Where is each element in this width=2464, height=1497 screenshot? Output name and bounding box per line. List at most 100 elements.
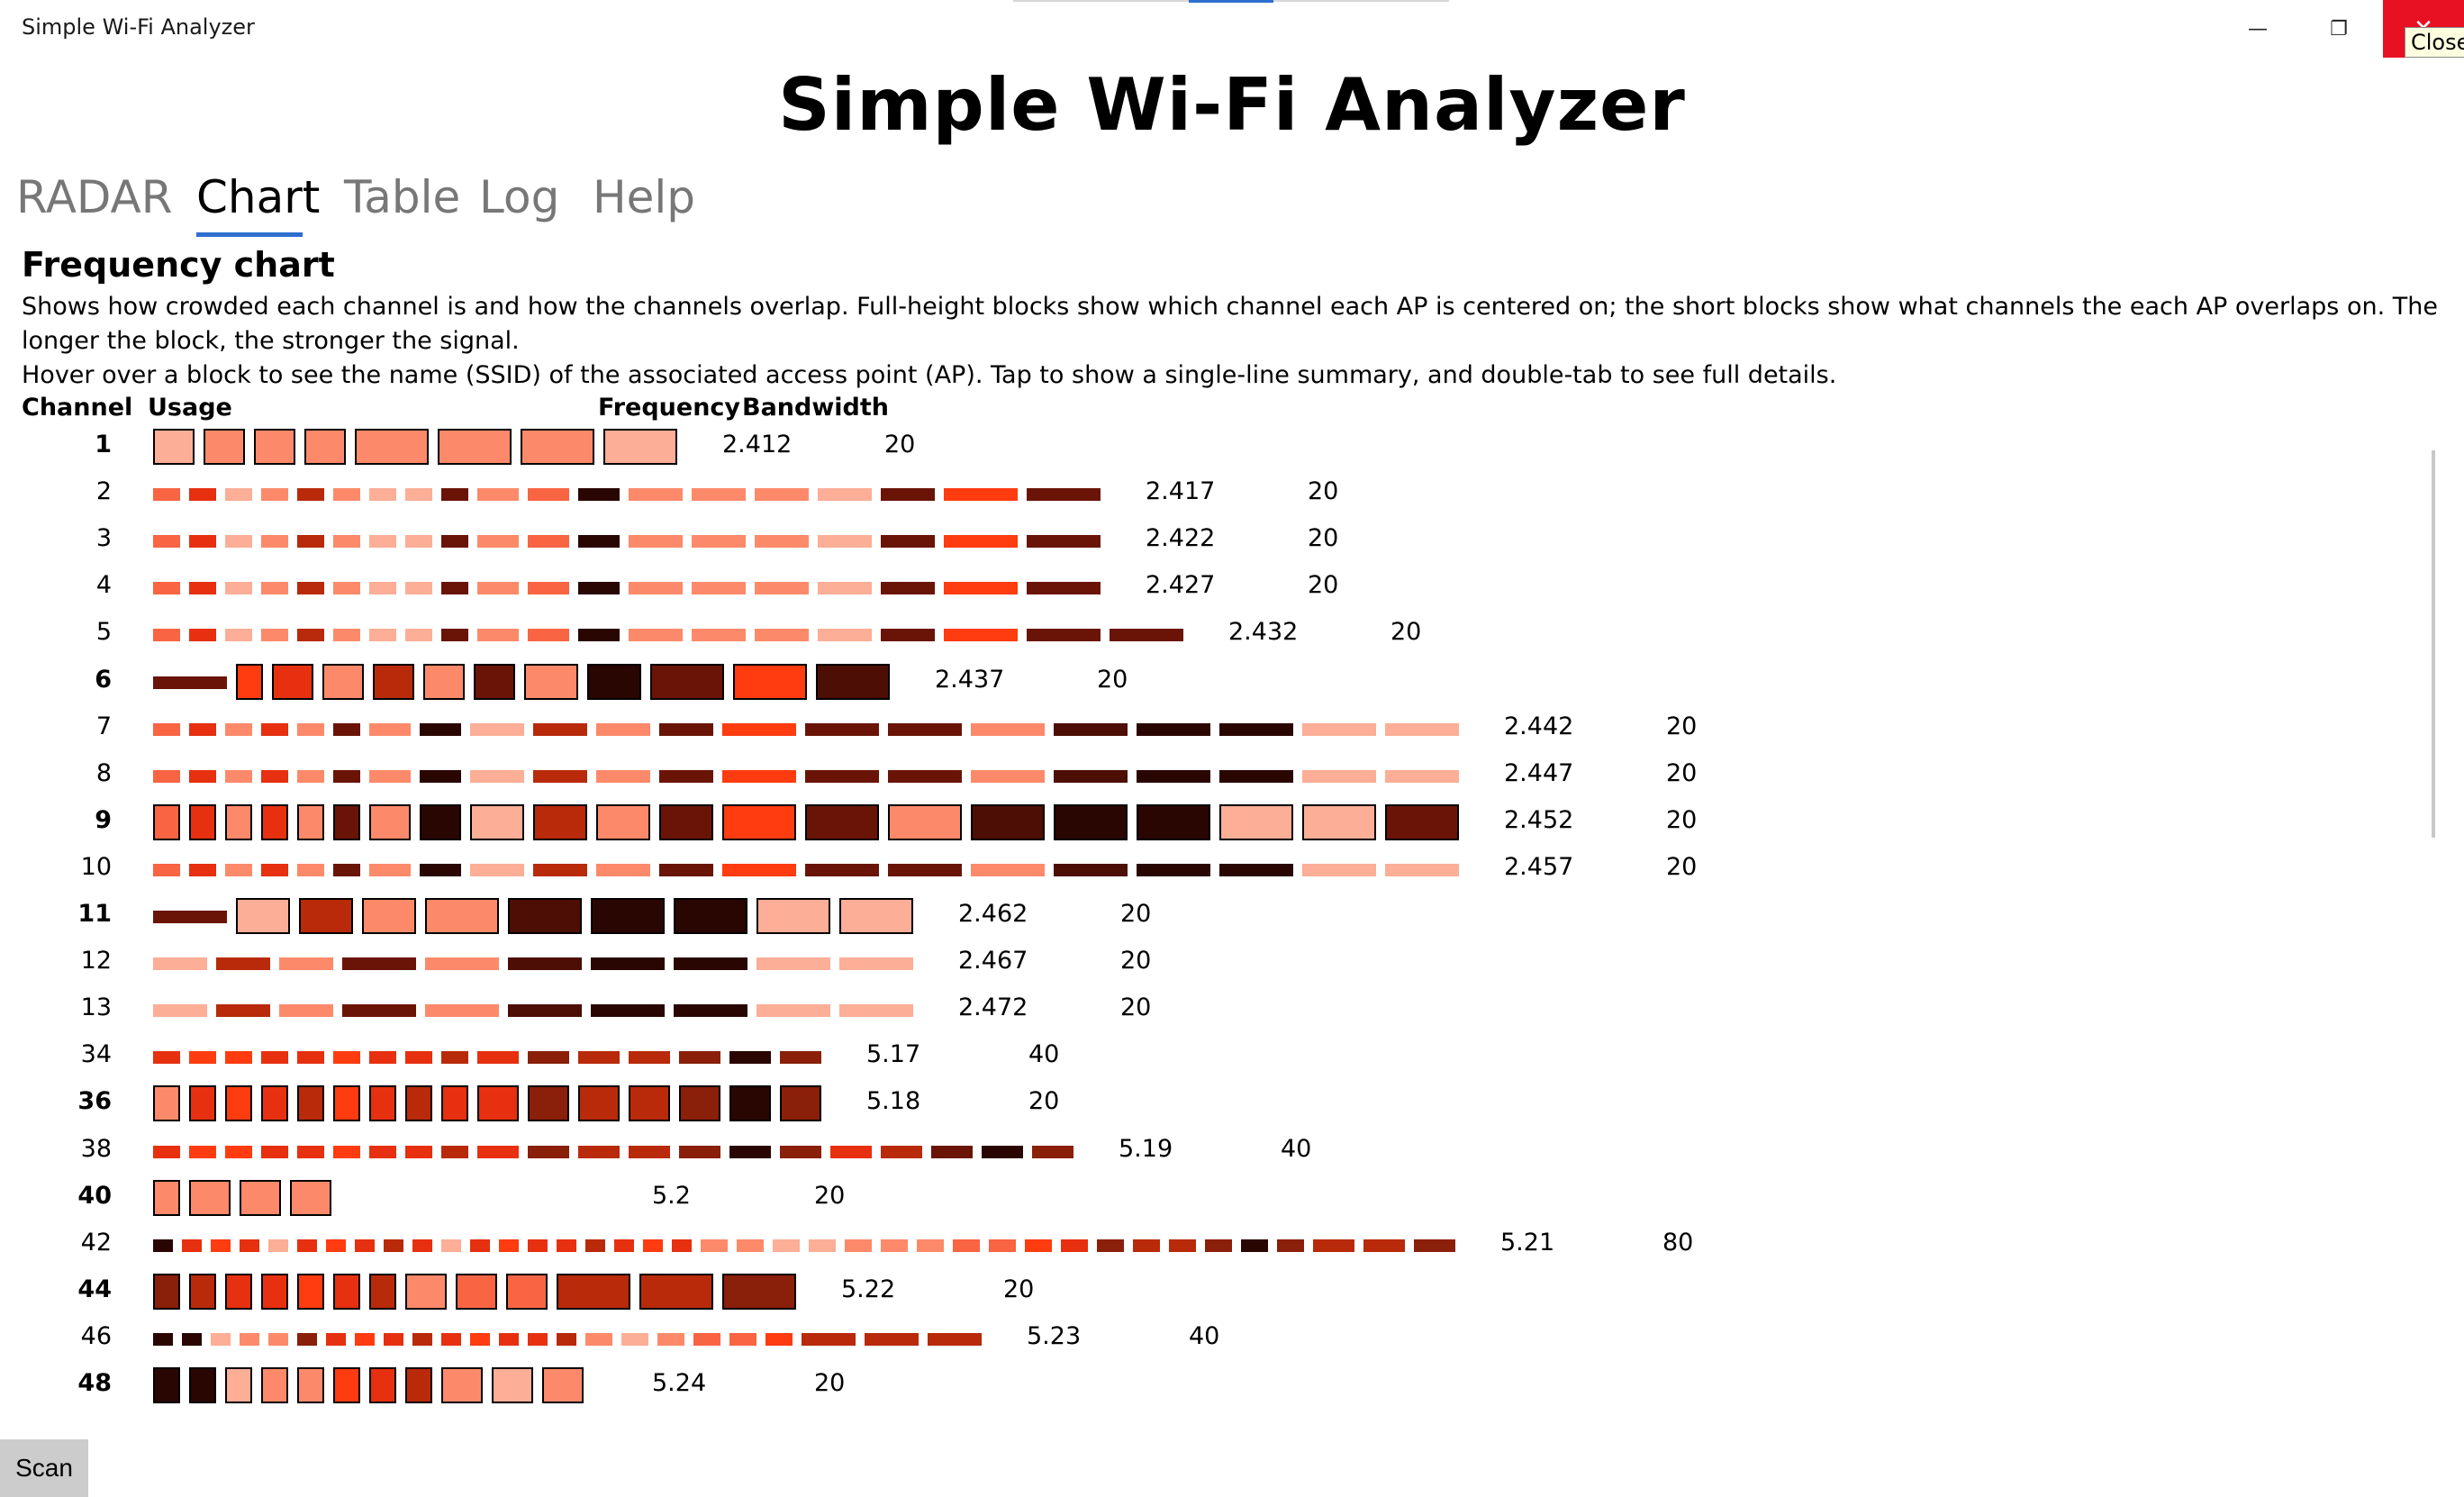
ap-usage-block[interactable]: [189, 582, 216, 595]
ap-usage-block[interactable]: [153, 1085, 180, 1122]
ap-usage-block[interactable]: [261, 1273, 288, 1310]
ap-usage-block[interactable]: [692, 535, 746, 549]
ap-usage-block[interactable]: [603, 429, 677, 465]
ap-usage-block[interactable]: [189, 1179, 231, 1216]
ap-usage-block[interactable]: [182, 1332, 202, 1346]
ap-usage-block[interactable]: [809, 1238, 836, 1252]
ap-usage-block[interactable]: [297, 1332, 317, 1346]
ap-usage-block[interactable]: [650, 663, 724, 700]
ap-usage-block[interactable]: [333, 1085, 360, 1122]
ap-usage-block[interactable]: [499, 1238, 519, 1252]
ap-usage-block[interactable]: [405, 582, 432, 595]
ap-usage-block[interactable]: [659, 803, 713, 840]
ap-usage-block[interactable]: [591, 898, 665, 934]
ap-usage-block[interactable]: [470, 1238, 490, 1252]
ap-usage-block[interactable]: [818, 629, 872, 642]
ap-usage-block[interactable]: [1302, 722, 1376, 736]
ap-usage-block[interactable]: [1137, 769, 1210, 783]
ap-usage-block[interactable]: [839, 1004, 913, 1018]
ap-usage-block[interactable]: [297, 488, 324, 502]
ap-usage-block[interactable]: [533, 803, 587, 840]
ap-usage-block[interactable]: [225, 803, 252, 840]
ap-usage-block[interactable]: [420, 722, 461, 736]
ap-usage-block[interactable]: [405, 535, 432, 549]
ap-usage-block[interactable]: [189, 1273, 216, 1310]
ap-usage-block[interactable]: [189, 1367, 216, 1403]
ap-usage-block[interactable]: [1133, 1238, 1160, 1252]
ap-usage-block[interactable]: [189, 769, 216, 783]
ap-usage-block[interactable]: [971, 863, 1045, 876]
ap-usage-block[interactable]: [591, 957, 665, 971]
ap-usage-block[interactable]: [189, 1051, 216, 1065]
ap-usage-block[interactable]: [805, 769, 879, 783]
ap-usage-block[interactable]: [528, 1145, 569, 1158]
ap-usage-block[interactable]: [236, 663, 263, 700]
ap-usage-block[interactable]: [297, 1238, 317, 1252]
ap-usage-block[interactable]: [261, 1367, 288, 1403]
ap-usage-block[interactable]: [153, 957, 207, 971]
ap-usage-block[interactable]: [254, 429, 295, 465]
vertical-scrollbar[interactable]: [2432, 450, 2435, 838]
ap-usage-block[interactable]: [1027, 582, 1101, 595]
ap-usage-block[interactable]: [722, 863, 796, 876]
ap-usage-block[interactable]: [629, 582, 683, 595]
ap-usage-block[interactable]: [470, 1332, 490, 1346]
ap-usage-block[interactable]: [971, 722, 1045, 736]
ap-usage-block[interactable]: [261, 535, 288, 549]
ap-usage-block[interactable]: [1302, 769, 1376, 783]
ap-usage-block[interactable]: [765, 1332, 793, 1346]
ap-usage-block[interactable]: [756, 898, 830, 934]
ap-usage-block[interactable]: [153, 1004, 207, 1018]
ap-usage-block[interactable]: [755, 582, 809, 595]
ap-usage-block[interactable]: [441, 1145, 468, 1158]
ap-usage-block[interactable]: [355, 1238, 375, 1252]
ap-usage-block[interactable]: [888, 722, 962, 736]
ap-usage-block[interactable]: [1027, 629, 1101, 642]
ap-usage-block[interactable]: [944, 488, 1018, 502]
ap-usage-block[interactable]: [971, 769, 1045, 783]
ap-usage-block[interactable]: [931, 1145, 973, 1158]
ap-usage-block[interactable]: [225, 488, 252, 502]
ap-usage-block[interactable]: [369, 769, 411, 783]
ap-usage-block[interactable]: [1363, 1238, 1405, 1252]
ap-usage-block[interactable]: [508, 1004, 582, 1018]
ap-usage-block[interactable]: [533, 722, 587, 736]
ap-usage-block[interactable]: [1027, 488, 1101, 502]
ap-usage-block[interactable]: [420, 863, 461, 876]
ap-usage-block[interactable]: [333, 1145, 360, 1158]
ap-usage-block[interactable]: [816, 663, 890, 700]
ap-usage-block[interactable]: [153, 1051, 180, 1065]
ap-usage-block[interactable]: [441, 535, 468, 549]
ap-usage-block[interactable]: [369, 1085, 396, 1122]
ap-usage-block[interactable]: [470, 722, 524, 736]
ap-usage-block[interactable]: [441, 1332, 461, 1346]
ap-usage-block[interactable]: [1054, 863, 1128, 876]
ap-usage-block[interactable]: [369, 863, 411, 876]
ap-usage-block[interactable]: [755, 535, 809, 549]
ap-usage-block[interactable]: [1054, 722, 1128, 736]
ap-usage-block[interactable]: [928, 1332, 982, 1346]
ap-usage-block[interactable]: [729, 1332, 756, 1346]
ap-usage-block[interactable]: [261, 769, 288, 783]
ap-usage-block[interactable]: [189, 535, 216, 549]
ap-usage-block[interactable]: [225, 1367, 252, 1403]
ap-usage-block[interactable]: [211, 1238, 231, 1252]
ap-usage-block[interactable]: [153, 722, 180, 736]
ap-usage-block[interactable]: [240, 1179, 281, 1216]
ap-usage-block[interactable]: [333, 769, 360, 783]
ap-usage-block[interactable]: [542, 1367, 584, 1403]
ap-usage-block[interactable]: [225, 769, 252, 783]
ap-usage-block[interactable]: [780, 1085, 821, 1122]
ap-usage-block[interactable]: [261, 1051, 288, 1065]
ap-usage-block[interactable]: [587, 663, 641, 700]
ap-usage-block[interactable]: [1385, 722, 1459, 736]
ap-usage-block[interactable]: [189, 1145, 216, 1158]
ap-usage-block[interactable]: [297, 722, 324, 736]
ap-usage-block[interactable]: [225, 863, 252, 876]
ap-usage-block[interactable]: [818, 488, 872, 502]
ap-usage-block[interactable]: [153, 676, 227, 689]
ap-usage-block[interactable]: [1137, 722, 1210, 736]
ap-usage-block[interactable]: [326, 1238, 346, 1252]
ap-usage-block[interactable]: [153, 1273, 180, 1310]
ap-usage-block[interactable]: [456, 1273, 497, 1310]
